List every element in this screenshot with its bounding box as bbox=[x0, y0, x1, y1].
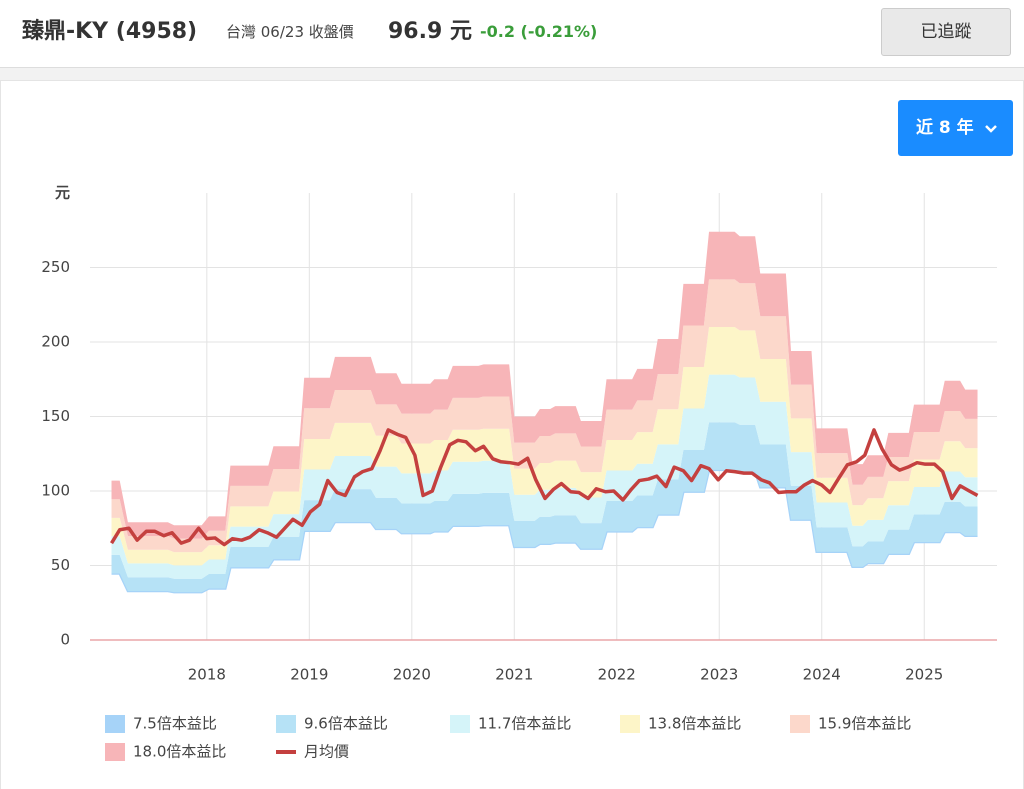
range-selector[interactable]: 近 8 年 bbox=[898, 100, 1013, 156]
stock-name: 臻鼎-KY (4958) bbox=[22, 19, 198, 44]
price: 96.9 元 bbox=[388, 19, 472, 44]
header: 臻鼎-KY (4958) 台灣 06/23 收盤價 96.9 元 -0.2 (-… bbox=[0, 0, 1024, 68]
range-label: 近 8 年 bbox=[916, 118, 974, 138]
market-date: 台灣 06/23 收盤價 bbox=[226, 23, 354, 41]
chevron-icon bbox=[985, 125, 997, 133]
chart-card bbox=[0, 80, 1024, 789]
follow-button[interactable]: 已追蹤 bbox=[881, 8, 1011, 56]
price-change: -0.2 (-0.21%) bbox=[480, 22, 598, 41]
